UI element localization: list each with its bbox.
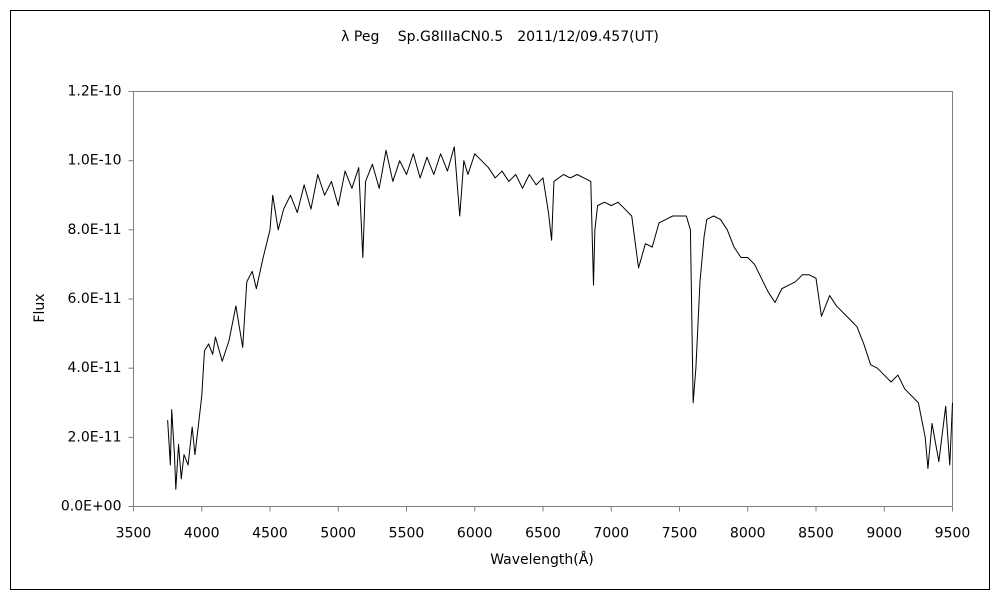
plot-frame xyxy=(133,91,953,507)
x-tick-label: 7500 xyxy=(662,526,698,542)
y-tick-label: 8.0E-11 xyxy=(68,222,122,238)
x-tick-label: 8500 xyxy=(798,526,834,542)
x-tick-label: 5000 xyxy=(320,526,356,542)
y-tick-label: 2.0E-11 xyxy=(68,429,122,445)
y-axis-label: Flux xyxy=(32,293,48,322)
chart-frame xyxy=(10,10,990,590)
x-tick-label: 4500 xyxy=(252,526,288,542)
x-axis-label: Wavelength(Å) xyxy=(490,551,594,568)
x-tick-label: 9500 xyxy=(935,526,971,542)
x-tick-label: 9000 xyxy=(866,526,902,542)
x-tick-label: 8000 xyxy=(730,526,766,542)
x-tick-label: 5500 xyxy=(389,526,425,542)
chart-title: λ Peg Sp.G8IIIaCN0.5 2011/12/09.457(UT) xyxy=(341,29,659,45)
x-tick-label: 7000 xyxy=(593,526,629,542)
x-tick-label: 6500 xyxy=(525,526,561,542)
x-tick-label: 4000 xyxy=(184,526,220,542)
y-tick-label: 0.0E+00 xyxy=(61,499,122,515)
spectrum-line xyxy=(167,146,953,490)
x-tick-label: 6000 xyxy=(457,526,493,542)
y-tick-label: 1.0E-10 xyxy=(68,153,122,169)
y-tick-label: 4.0E-11 xyxy=(68,360,122,376)
x-tick-label: 3500 xyxy=(116,526,152,542)
y-tick-label: 1.2E-10 xyxy=(68,84,122,100)
y-tick-label: 6.0E-11 xyxy=(68,291,122,307)
